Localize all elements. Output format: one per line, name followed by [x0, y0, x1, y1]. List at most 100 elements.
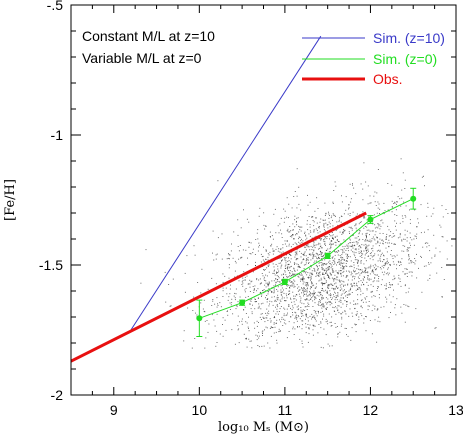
scatter-point — [354, 255, 356, 257]
scatter-point — [359, 238, 361, 240]
scatter-point — [321, 298, 323, 300]
scatter-point — [354, 276, 356, 278]
scatter-point — [360, 313, 362, 315]
scatter-point — [302, 289, 304, 291]
scatter-point — [307, 244, 309, 246]
scatter-point — [350, 227, 352, 229]
scatter-point — [258, 322, 259, 323]
scatter-point — [365, 233, 367, 235]
scatter-point — [316, 197, 318, 199]
scatter-point — [194, 254, 196, 256]
scatter-point — [317, 310, 319, 312]
scatter-point — [283, 221, 285, 223]
scatter-point — [293, 196, 295, 197]
scatter-point — [322, 284, 323, 286]
scatter-point — [319, 279, 321, 281]
scatter-point — [420, 255, 422, 257]
scatter-point — [432, 213, 434, 215]
scatter-point — [333, 288, 334, 290]
scatter-point — [324, 230, 326, 232]
scatter-point — [339, 255, 341, 256]
scatter-point — [350, 201, 352, 203]
scatter-point — [367, 275, 369, 277]
scatter-point — [323, 225, 325, 227]
scatter-point — [309, 274, 311, 276]
scatter-point — [280, 300, 282, 302]
scatter-point — [404, 284, 406, 286]
scatter-point — [369, 258, 371, 260]
scatter-point — [329, 295, 331, 296]
scatter-point — [330, 294, 332, 296]
scatter-point — [365, 247, 366, 249]
scatter-point — [320, 321, 322, 323]
scatter-point — [415, 260, 417, 262]
scatter-point — [296, 269, 298, 271]
scatter-point — [250, 300, 252, 302]
scatter-point — [258, 331, 260, 333]
scatter-point — [320, 255, 322, 257]
scatter-point — [246, 338, 247, 340]
scatter-point — [267, 253, 269, 255]
scatter-point — [300, 273, 302, 275]
scatter-point — [348, 245, 350, 247]
scatter-point — [315, 217, 317, 219]
scatter-point — [330, 283, 332, 285]
scatter-point — [316, 258, 318, 260]
scatter-point — [361, 250, 362, 252]
scatter-point — [276, 296, 278, 298]
scatter-point — [245, 288, 247, 289]
scatter-point — [379, 267, 381, 268]
scatter-point — [273, 289, 275, 291]
scatter-point — [280, 321, 282, 323]
scatter-point — [407, 305, 409, 307]
scatter-point — [285, 314, 287, 316]
scatter-point — [325, 308, 327, 310]
scatter-point — [333, 279, 335, 281]
scatter-point — [296, 320, 298, 322]
scatter-point — [324, 236, 326, 238]
scatter-point — [362, 253, 364, 255]
scatter-point — [322, 297, 324, 299]
scatter-point — [293, 238, 295, 240]
scatter-point — [387, 267, 389, 269]
scatter-point — [345, 253, 347, 255]
scatter-point — [237, 329, 239, 331]
scatter-point — [320, 294, 322, 296]
scatter-point — [397, 260, 399, 262]
scatter-point — [349, 308, 351, 310]
scatter-point — [322, 273, 324, 275]
scatter-point — [391, 255, 393, 257]
scatter-point — [314, 297, 316, 299]
scatter-point — [347, 260, 348, 262]
scatter-point — [294, 295, 296, 297]
scatter-point — [191, 347, 193, 349]
scatter-point — [414, 235, 416, 237]
scatter-point — [338, 259, 340, 261]
scatter-point — [360, 247, 362, 249]
scatter-point — [349, 256, 351, 258]
scatter-point — [292, 326, 294, 328]
scatter-point — [325, 272, 326, 274]
scatter-point — [263, 345, 265, 347]
scatter-point — [315, 286, 317, 288]
scatter-point — [389, 235, 391, 236]
scatter-point — [351, 244, 353, 246]
scatter-point — [308, 328, 310, 330]
scatter-point — [294, 298, 296, 300]
scatter-point — [293, 322, 295, 324]
scatter-point — [328, 217, 330, 219]
scatter-point — [338, 241, 340, 243]
scatter-point — [301, 278, 302, 280]
scatter-point — [372, 269, 374, 271]
scatter-point — [256, 279, 258, 281]
scatter-point — [194, 338, 196, 339]
scatter-point — [407, 250, 409, 252]
scatter-point — [360, 221, 362, 223]
scatter-point — [344, 327, 346, 329]
scatter-point — [408, 256, 410, 258]
scatter-point — [360, 305, 362, 307]
scatter-point — [372, 304, 374, 306]
scatter-point — [300, 230, 302, 232]
scatter-point — [363, 276, 365, 278]
scatter-point — [296, 294, 298, 296]
